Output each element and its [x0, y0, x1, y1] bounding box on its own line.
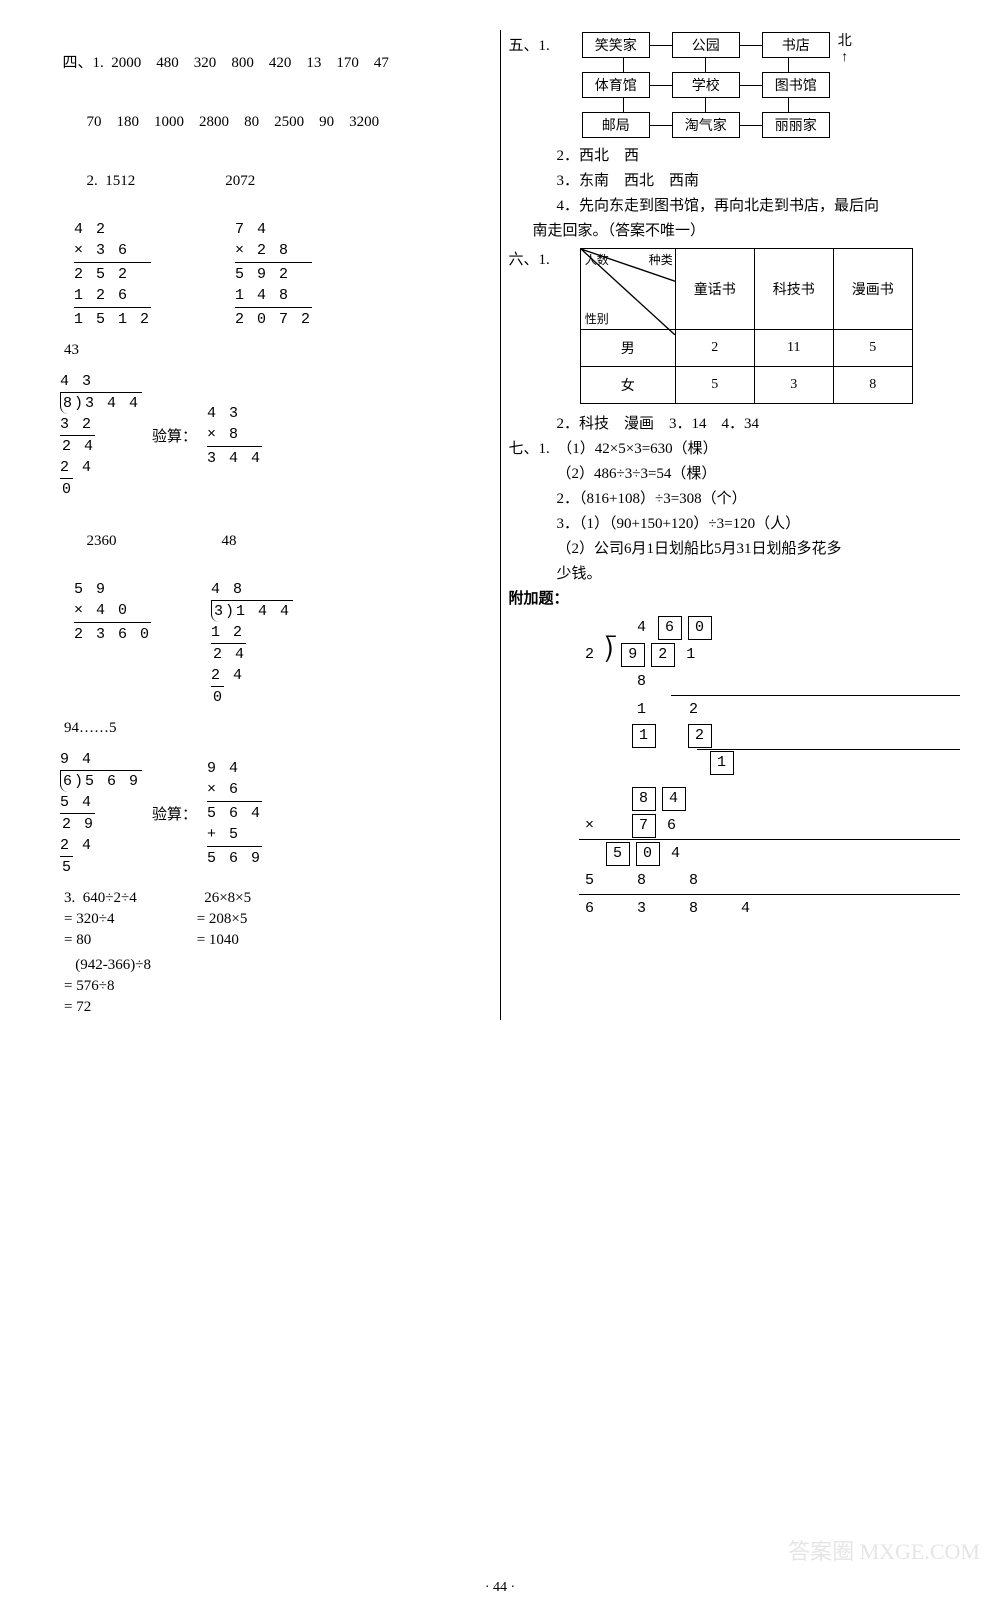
- q5-2: 2．西北 西: [557, 144, 961, 165]
- q7-2: 2．（816+108）÷3=308（个）: [557, 487, 961, 508]
- expr-3: (942-366)÷8 = 576÷8 = 72: [40, 957, 492, 1016]
- check-label-1: 验算：: [152, 425, 197, 446]
- mult-1: 4 2 × 3 6 2 5 2 1 2 6 1 5 1 2: [74, 219, 151, 330]
- mult-2: 7 4 × 2 8 5 9 2 1 4 8 2 0 7 2: [235, 219, 312, 330]
- ans-43: 43: [64, 342, 492, 359]
- column-divider: [500, 30, 501, 1020]
- watermark: 答案圈 MXGE.COM: [788, 1534, 980, 1566]
- check-1: 4 3 × 8 3 4 4: [207, 403, 262, 469]
- q7-3: 3．（1）（90+150+120）÷3=120（人）: [557, 512, 961, 533]
- q5-3: 3．东南 西北 西南: [557, 169, 961, 190]
- map-grid: 笑笑家公园书店 体育馆学校图书馆 邮局淘气家丽丽家: [582, 32, 830, 138]
- expr-1: 3. 640÷2÷4 = 320÷4 = 80: [40, 886, 137, 953]
- q4-1-line2: 70 180 1000 2800 80 2500 90 3200: [64, 93, 492, 148]
- left-column: 四、1. 2000 480 320 800 420 13 170 47 70 1…: [40, 30, 492, 1020]
- q6-table: 人数 种类 性别 童话书 科技书 漫画书 男2115 女538: [580, 248, 913, 404]
- q4-2-label: 2. 1512 2072: [64, 152, 492, 207]
- q7-1b: （2）486÷3÷3=54（棵）: [557, 462, 961, 483]
- bonus-label: 附加题：: [509, 587, 961, 608]
- bonus-mult: 84 ×76 504 588 6384: [579, 786, 961, 922]
- q7-4a: （2）公司6月1日划船比5月31日划船多花多: [557, 537, 961, 558]
- q5-4a: 4．先向东走到图书馆，再向北走到书店，最后向: [557, 194, 961, 215]
- q7-1a: 七、1. （1）42×5×3=630（棵）: [509, 437, 961, 458]
- right-column: 五、1. 笑笑家公园书店 体育馆学校图书馆 邮局淘气家丽丽家 北↑ 2．西北 西…: [509, 30, 961, 1020]
- q6-2: 2．科技 漫画 3．14 4．34: [557, 412, 961, 433]
- expr-2: 26×8×5 = 208×5 = 1040: [197, 886, 251, 953]
- longdiv-3: 9 4 6)5 6 9 5 4 2 9 2 4 5: [60, 749, 142, 878]
- longdiv-1: 4 3 8)3 4 4 3 2 2 4 2 4 0: [60, 371, 142, 500]
- q5-4b: 南走回家。（答案不唯一）: [533, 219, 961, 240]
- ans-2360-48: 2360 48: [64, 512, 492, 567]
- q7-4b: 少钱。: [557, 562, 961, 583]
- table-diag-header: 人数 种类 性别: [580, 249, 675, 330]
- check-3: 9 4 × 6 5 6 4 + 5 5 6 9: [207, 758, 262, 869]
- ans-94: 94……5: [64, 720, 492, 737]
- check-label-2: 验算：: [152, 803, 197, 824]
- mult-3: 5 9 × 4 0 2 3 6 0: [74, 579, 151, 645]
- q4-1-line1: 四、1. 2000 480 320 800 420 13 170 47: [40, 34, 492, 89]
- q6-label: 六、1.: [509, 248, 550, 269]
- page-number: · 44 ·: [0, 1580, 1000, 1596]
- north-indicator: 北↑: [838, 30, 852, 66]
- table-row: 女538: [580, 367, 912, 404]
- longdiv-2: 4 8 3)1 4 4 1 2 2 4 2 4 0: [211, 579, 293, 708]
- table-row: 男2115: [580, 330, 912, 367]
- q5-label: 五、1.: [509, 34, 550, 55]
- bonus-longdiv: 460 2⟌921 8 12 12 1: [579, 614, 961, 776]
